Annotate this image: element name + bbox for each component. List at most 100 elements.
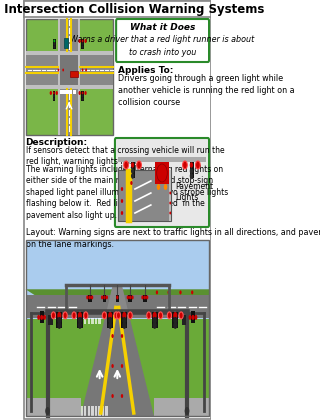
Circle shape <box>144 295 146 299</box>
Circle shape <box>85 68 87 71</box>
Polygon shape <box>81 310 154 416</box>
Circle shape <box>102 312 107 319</box>
Bar <box>64 38 68 48</box>
Circle shape <box>82 39 84 42</box>
Circle shape <box>52 312 55 319</box>
Bar <box>95 406 97 416</box>
Circle shape <box>169 192 171 194</box>
Circle shape <box>164 184 167 190</box>
Bar <box>169 170 172 221</box>
Circle shape <box>116 312 121 319</box>
Bar <box>52 91 55 101</box>
Circle shape <box>108 317 112 324</box>
Bar <box>48 315 53 326</box>
Circle shape <box>122 322 126 329</box>
Circle shape <box>40 315 43 320</box>
Bar <box>116 295 119 302</box>
Circle shape <box>45 407 50 415</box>
Circle shape <box>157 164 167 182</box>
Bar <box>118 170 172 221</box>
Circle shape <box>63 312 67 319</box>
Bar <box>105 406 108 416</box>
Bar <box>131 162 135 178</box>
Circle shape <box>78 312 82 319</box>
Circle shape <box>84 312 88 319</box>
Circle shape <box>121 394 123 398</box>
Text: If sensors detect that a crossing vehicle will run the
red light, warning lights: If sensors detect that a crossing vehicl… <box>26 146 224 166</box>
Circle shape <box>37 315 40 320</box>
Bar <box>103 295 106 302</box>
Circle shape <box>153 317 157 324</box>
Bar <box>81 406 83 416</box>
Text: The warning lights include alternating red lights on
either side of the main red: The warning lights include alternating r… <box>26 165 228 220</box>
Bar <box>190 162 194 178</box>
Circle shape <box>57 322 61 329</box>
Circle shape <box>111 364 114 368</box>
Bar <box>95 318 97 324</box>
Circle shape <box>82 42 84 45</box>
Circle shape <box>78 39 81 43</box>
Circle shape <box>82 92 84 94</box>
Circle shape <box>50 91 52 95</box>
Circle shape <box>78 317 82 324</box>
Bar <box>53 39 56 49</box>
Circle shape <box>53 94 55 97</box>
Circle shape <box>191 315 195 320</box>
Bar <box>81 39 84 49</box>
Text: Warns a driver that a red light runner is about
to crash into you: Warns a driver that a red light runner i… <box>70 35 255 57</box>
FancyBboxPatch shape <box>115 138 209 227</box>
Bar <box>26 295 209 318</box>
Circle shape <box>53 45 55 48</box>
Circle shape <box>173 317 177 324</box>
Bar <box>60 90 64 94</box>
Bar <box>118 157 205 162</box>
Circle shape <box>131 168 134 174</box>
Circle shape <box>53 97 55 100</box>
Circle shape <box>108 322 112 329</box>
Bar <box>40 311 44 323</box>
Circle shape <box>196 161 200 169</box>
Circle shape <box>89 295 91 299</box>
Bar <box>60 55 78 85</box>
Text: Pavement
Lights: Pavement Lights <box>175 181 213 202</box>
Circle shape <box>91 295 93 299</box>
Circle shape <box>121 364 123 368</box>
Circle shape <box>131 162 134 168</box>
Bar <box>84 406 86 416</box>
Circle shape <box>141 295 144 299</box>
Bar <box>70 71 78 77</box>
Polygon shape <box>26 289 209 314</box>
Circle shape <box>122 312 126 319</box>
Circle shape <box>173 312 177 319</box>
Bar <box>24 1 211 17</box>
Circle shape <box>131 295 134 299</box>
Circle shape <box>157 184 160 190</box>
Circle shape <box>190 173 193 179</box>
Circle shape <box>191 290 193 294</box>
Circle shape <box>111 334 114 338</box>
Circle shape <box>82 45 84 48</box>
Bar <box>191 311 195 323</box>
Circle shape <box>84 91 87 95</box>
Circle shape <box>82 68 84 71</box>
Circle shape <box>78 91 81 95</box>
Circle shape <box>101 295 103 299</box>
Bar <box>91 318 93 324</box>
Circle shape <box>173 322 177 329</box>
Circle shape <box>167 312 172 319</box>
Circle shape <box>116 295 118 299</box>
Bar <box>56 312 62 328</box>
Circle shape <box>57 312 61 319</box>
Bar <box>58 19 60 135</box>
Text: Applies To:: Applies To: <box>118 66 174 75</box>
Bar <box>88 295 92 302</box>
Bar <box>26 240 209 337</box>
Text: Layout: Warning signs are next to traffic lights in all directions, and pavement: Layout: Warning signs are next to traffi… <box>26 228 320 249</box>
Circle shape <box>62 68 64 71</box>
Circle shape <box>130 181 132 185</box>
Circle shape <box>185 407 189 415</box>
Circle shape <box>114 312 118 319</box>
Circle shape <box>121 187 123 191</box>
Bar <box>88 318 90 324</box>
Circle shape <box>121 211 123 215</box>
